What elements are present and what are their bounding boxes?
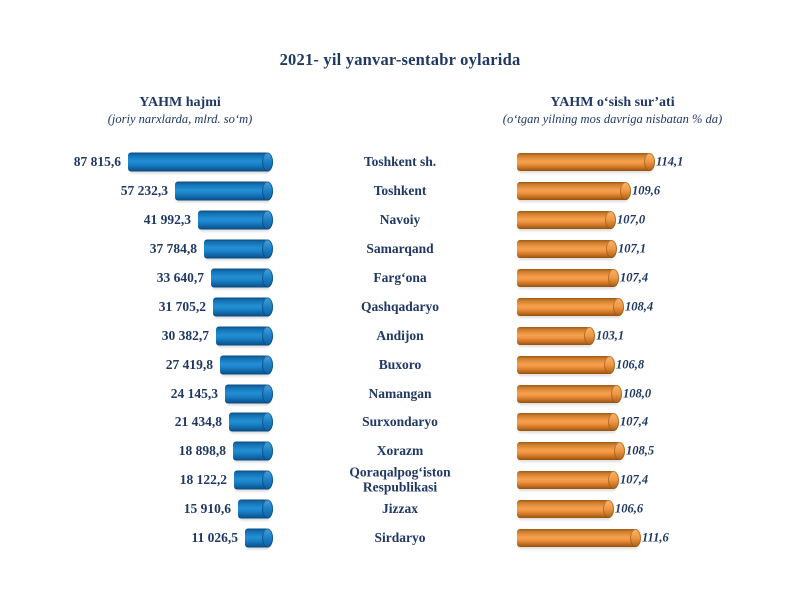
chart-row: 57 232,3 Toshkent 109,6 xyxy=(0,177,800,206)
volume-value-label: 33 640,7 xyxy=(156,270,204,285)
volume-bar xyxy=(198,210,273,230)
growth-bar xyxy=(517,269,619,287)
region-label: Surxondaryo xyxy=(362,414,438,430)
growth-bar xyxy=(517,182,631,201)
growth-value-label: 114,1 xyxy=(656,154,684,169)
chart-row: 33 640,7 Farg‘ona 107,4 xyxy=(0,264,800,293)
region-label: Jizzax xyxy=(382,500,418,516)
growth-bar xyxy=(517,413,619,432)
volume-value-label: 37 784,8 xyxy=(149,241,197,257)
region-label: Sirdaryo xyxy=(374,529,426,545)
growth-value-label: 107,4 xyxy=(620,472,649,487)
chart-row: 24 145,3 Namangan 108,0 xyxy=(0,379,800,408)
volume-bar xyxy=(234,470,273,490)
volume-bar xyxy=(245,528,273,548)
volume-value-label: 27 419,8 xyxy=(165,356,213,372)
chart-title: 2021- yil yanvar-sentabr oylarida xyxy=(279,50,521,69)
chart-row: 18 898,8 Xorazm 108,5 xyxy=(0,437,800,466)
volume-bar xyxy=(238,499,273,519)
growth-bar xyxy=(517,153,655,172)
growth-bar xyxy=(517,500,614,519)
growth-value-label: 106,6 xyxy=(615,501,644,516)
volume-value-label: 11 026,5 xyxy=(191,530,238,546)
volume-value-label: 41 992,3 xyxy=(143,212,191,228)
volume-column-header: YAHM hajmi (joriy narxlarda, mlrd. so‘m) xyxy=(40,94,320,127)
volume-value-label: 15 910,6 xyxy=(183,501,231,517)
growth-header-title: YAHM o‘sish sur’ati xyxy=(550,95,675,110)
chart-row: 21 434,8 Surxondaryo 107,4 xyxy=(0,408,800,437)
region-label: Qoraqalpog‘iston Respublikasi xyxy=(349,464,451,495)
growth-value-label: 107,4 xyxy=(620,270,649,285)
growth-value-label: 107,1 xyxy=(618,241,647,256)
growth-value-label: 108,4 xyxy=(625,299,654,314)
region-label: Samarqand xyxy=(366,240,434,256)
volume-bar xyxy=(216,326,273,346)
region-label: Farg‘ona xyxy=(373,269,427,285)
region-label: Qashqadaryo xyxy=(360,298,440,314)
region-label: Buxoro xyxy=(378,356,422,372)
volume-value-label: 18 898,8 xyxy=(178,443,226,459)
growth-bar xyxy=(517,471,619,490)
growth-value-label: 106,8 xyxy=(616,357,645,372)
region-label: Toshkent sh. xyxy=(363,154,437,170)
region-label: Xorazm xyxy=(376,443,424,459)
chart-row: 30 382,7 Andijon 103,1 xyxy=(0,321,800,350)
region-label: Navoiy xyxy=(379,211,421,227)
growth-bar xyxy=(517,384,622,403)
growth-value-label: 107,0 xyxy=(617,212,646,227)
volume-value-label: 21 434,8 xyxy=(174,414,222,430)
volume-bar xyxy=(220,355,273,375)
chart-rows: 87 815,6 Toshkent sh. 114,1 57 232,3 Toshken… xyxy=(0,148,800,552)
volume-value-label: 24 145,3 xyxy=(170,385,218,401)
volume-header-subtitle: (joriy narxlarda, mlrd. so‘m) xyxy=(107,112,253,126)
chart-row: 27 419,8 Buxoro 106,8 xyxy=(0,350,800,379)
growth-header-subtitle: (o‘tgan yilning mos davriga nisbatan % d… xyxy=(502,112,723,126)
volume-bar xyxy=(225,384,273,404)
volume-header-title: YAHM hajmi xyxy=(139,95,221,110)
volume-value-label: 87 815,6 xyxy=(73,154,121,170)
volume-bar xyxy=(233,441,273,461)
volume-bar xyxy=(213,297,273,317)
growth-value-label: 108,5 xyxy=(626,443,655,458)
growth-column-header: YAHM o‘sish sur’ati (o‘tgan yilning mos … xyxy=(445,94,780,127)
region-label: Toshkent xyxy=(373,183,427,199)
volume-bar xyxy=(211,268,273,288)
volume-bar xyxy=(128,152,273,172)
volume-bar xyxy=(175,181,273,201)
chart-row: 15 910,6 Jizzax 106,6 xyxy=(0,495,800,524)
region-label: Andijon xyxy=(376,327,424,343)
growth-value-label: 109,6 xyxy=(632,183,661,198)
volume-bar xyxy=(229,412,273,432)
chart-row: 11 026,5 Sirdaryo 111,6 xyxy=(0,524,800,553)
chart-row: 41 992,3 Navoiy 107,0 xyxy=(0,206,800,235)
growth-value-label: 107,4 xyxy=(620,414,649,429)
growth-value-label: 103,1 xyxy=(596,328,625,343)
growth-bar xyxy=(517,297,624,316)
growth-bar xyxy=(517,355,615,374)
chart-row: 31 705,2 Qashqadaryo 108,4 xyxy=(0,292,800,321)
growth-value-label: 108,0 xyxy=(623,386,652,401)
volume-value-label: 57 232,3 xyxy=(120,183,168,199)
growth-bar xyxy=(517,240,617,259)
volume-bar xyxy=(204,239,273,259)
growth-bar xyxy=(517,211,616,230)
growth-bar xyxy=(517,529,641,548)
volume-value-label: 31 705,2 xyxy=(158,298,206,314)
chart-row: 18 122,2 Qoraqalpog‘iston Respublikasi 107… xyxy=(0,464,800,495)
volume-value-label: 30 382,7 xyxy=(161,327,209,343)
growth-value-label: 111,6 xyxy=(642,530,669,545)
growth-bar xyxy=(517,326,595,345)
chart-row: 87 815,6 Toshkent sh. 114,1 xyxy=(0,148,800,177)
volume-value-label: 18 122,2 xyxy=(179,472,227,488)
chart-row: 37 784,8 Samarqand 107,1 xyxy=(0,235,800,264)
growth-bar xyxy=(517,442,625,461)
region-label: Namangan xyxy=(368,385,432,401)
